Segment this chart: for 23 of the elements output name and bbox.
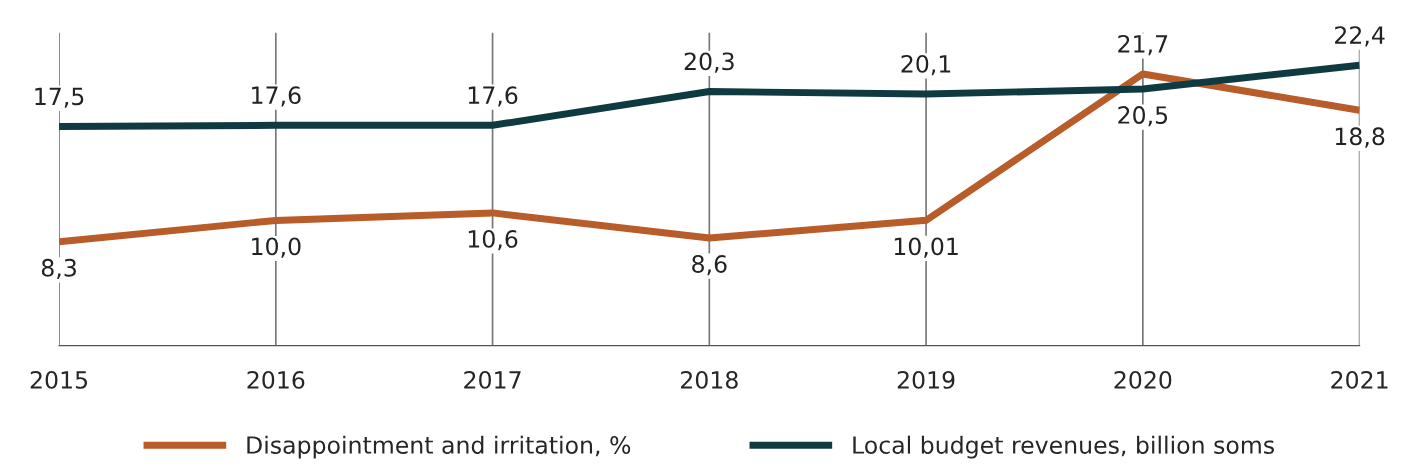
data-label: 22,4 [1335,26,1385,47]
x-tick-label: 2019 [897,371,955,389]
data-label: 10,6 [468,230,518,251]
data-label: 17,6 [468,86,518,107]
data-label: 17,6 [252,86,301,107]
legend-label: Local budget revenues, billion soms [853,435,1274,459]
data-label: 20,5 [1118,106,1168,127]
x-tick-label: 2017 [464,371,521,389]
data-label: 10,0 [252,237,301,258]
data-label: 18,8 [1335,127,1385,148]
x-tick-label: 2016 [247,371,305,389]
x-tick-label: 2020 [1114,371,1172,389]
data-label: 10,01 [894,237,958,258]
x-tick-label: 2021 [1331,371,1388,389]
x-tick-label: 2018 [681,371,738,389]
data-label: 20,3 [684,52,734,73]
legend-label: Disappointment and irritation, % [247,435,631,459]
data-label: 21,7 [1118,34,1168,56]
data-label: 8,3 [41,258,76,280]
data-label: 17,5 [35,87,84,108]
data-label: 8,6 [692,255,727,276]
data-label: 20,1 [901,54,951,76]
x-tick-label: 2015 [30,371,88,389]
